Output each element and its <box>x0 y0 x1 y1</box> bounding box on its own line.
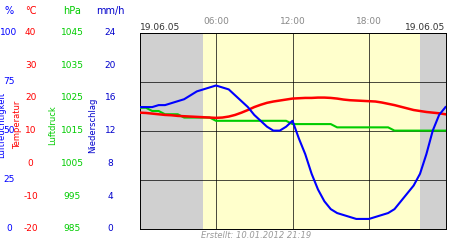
Text: 0: 0 <box>6 224 12 233</box>
Text: hPa: hPa <box>63 6 81 16</box>
Text: 995: 995 <box>63 192 81 200</box>
Text: -20: -20 <box>23 224 38 233</box>
Text: Luftdruck: Luftdruck <box>49 105 58 145</box>
Text: 1005: 1005 <box>60 159 84 168</box>
Text: 25: 25 <box>3 175 15 184</box>
Text: Temperatur: Temperatur <box>14 101 22 149</box>
Text: mm/h: mm/h <box>96 6 125 16</box>
Text: 100: 100 <box>0 28 18 37</box>
Text: °C: °C <box>25 6 36 16</box>
Text: 40: 40 <box>25 28 36 37</box>
Text: 1015: 1015 <box>60 126 84 135</box>
Text: 50: 50 <box>3 126 15 135</box>
Text: 10: 10 <box>25 126 36 135</box>
Text: 30: 30 <box>25 61 36 70</box>
Text: 1045: 1045 <box>61 28 83 37</box>
Text: 75: 75 <box>3 77 15 86</box>
Text: 24: 24 <box>104 28 116 37</box>
Text: 12: 12 <box>104 126 116 135</box>
Bar <box>203 32 420 229</box>
Text: 20: 20 <box>25 94 36 102</box>
Text: 985: 985 <box>63 224 81 233</box>
Bar <box>140 32 203 229</box>
Text: 19.06.05: 19.06.05 <box>405 24 446 32</box>
Text: -10: -10 <box>23 192 38 200</box>
Text: 4: 4 <box>108 192 113 200</box>
Text: 20: 20 <box>104 61 116 70</box>
Text: Luftfeuchtigkeit: Luftfeuchtigkeit <box>0 92 6 158</box>
Text: 16: 16 <box>104 94 116 102</box>
Text: Niederschlag: Niederschlag <box>88 97 97 153</box>
Text: 0: 0 <box>28 159 33 168</box>
Text: 8: 8 <box>108 159 113 168</box>
Text: 1025: 1025 <box>61 94 83 102</box>
Text: Erstellt: 10.01.2012 21:19: Erstellt: 10.01.2012 21:19 <box>201 231 311 240</box>
Text: 0: 0 <box>108 224 113 233</box>
Text: 19.06.05: 19.06.05 <box>140 24 180 32</box>
Text: %: % <box>4 6 13 16</box>
Text: 1035: 1035 <box>60 61 84 70</box>
Bar <box>420 32 446 229</box>
